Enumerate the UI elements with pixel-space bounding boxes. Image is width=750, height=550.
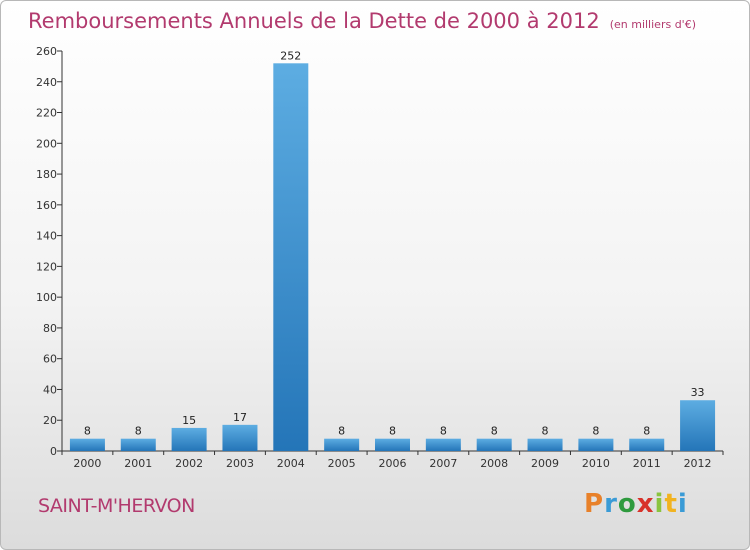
y-tick-label: 40 (43, 383, 57, 396)
y-tick-label: 140 (36, 230, 57, 243)
bar-2012 (680, 400, 716, 451)
x-tick-label: 2006 (379, 457, 407, 470)
y-tick-label: 160 (36, 199, 57, 212)
logo-letter: i (677, 489, 688, 519)
bar-2000 (69, 438, 105, 451)
commune-name: SAINT-M'HERVON (38, 495, 195, 517)
bar-2006 (375, 438, 410, 451)
y-tick-label: 200 (36, 137, 57, 150)
chart-title: Remboursements Annuels de la Dette de 20… (28, 9, 696, 33)
bar-2009 (527, 438, 563, 451)
logo-letter: r (604, 489, 618, 519)
bar-2005 (324, 438, 360, 451)
x-tick-label: 2012 (684, 457, 712, 470)
logo-letter: t (664, 489, 678, 519)
data-label: 8 (592, 425, 599, 438)
logo-letter: P (584, 489, 605, 519)
y-tick-label: 20 (43, 414, 57, 427)
bar-2003 (222, 424, 258, 451)
proxiti-logo: Proxiti (584, 489, 688, 519)
y-tick-label: 120 (36, 260, 57, 273)
logo-letter: i (654, 489, 665, 519)
x-tick-label: 2007 (429, 457, 457, 470)
bar-2001 (120, 438, 156, 451)
data-label: 8 (491, 425, 498, 438)
chart-unit: (en milliers d'€) (609, 18, 696, 31)
bar-2008 (476, 438, 512, 451)
data-label: 8 (338, 425, 345, 438)
data-label: 15 (182, 414, 196, 427)
y-tick-label: 260 (36, 45, 57, 58)
y-tick-label: 220 (36, 107, 57, 120)
bar-2002 (171, 427, 207, 451)
bar-2004 (273, 63, 309, 452)
labels: 2000 8 2001 8 2002 15 2003 17 2004 252 2005 8 2006 8 2… (73, 49, 711, 470)
y-tick-label: 80 (43, 322, 57, 335)
data-label: 252 (280, 49, 301, 62)
x-tick-label: 2004 (277, 457, 305, 470)
x-tick-label: 2005 (328, 457, 356, 470)
x-tick-label: 2011 (633, 457, 661, 470)
data-label: 8 (542, 425, 549, 438)
x-tick-label: 2002 (175, 457, 203, 470)
x-tick-label: 2010 (582, 457, 610, 470)
chart-title-text: Remboursements Annuels de la Dette de 20… (28, 9, 600, 33)
y-tick-label: 240 (36, 76, 57, 89)
y-tick-label: 0 (50, 445, 57, 458)
x-tick-label: 2000 (73, 457, 101, 470)
axes: 0 20 40 60 80 100 120 140 160 180 200 220 240 260 (36, 45, 724, 458)
y-tick-label: 100 (36, 291, 57, 304)
data-label: 8 (135, 425, 142, 438)
data-label: 8 (389, 425, 396, 438)
data-label: 8 (440, 425, 447, 438)
bar-2010 (578, 438, 614, 451)
bars (69, 63, 716, 452)
x-tick-label: 2001 (124, 457, 152, 470)
x-tick-label: 2009 (531, 457, 559, 470)
y-tick-label: 60 (43, 353, 57, 366)
y-tick-label: 180 (36, 168, 57, 181)
logo-letter: x (636, 489, 655, 519)
data-label: 33 (691, 386, 705, 399)
x-tick-label: 2008 (480, 457, 508, 470)
data-label: 8 (84, 425, 91, 438)
bar-2011 (629, 438, 665, 451)
data-label: 17 (233, 411, 247, 424)
bar-2007 (425, 438, 461, 451)
x-tick-label: 2003 (226, 457, 254, 470)
logo-letter: o (617, 489, 637, 519)
data-label: 8 (643, 425, 650, 438)
